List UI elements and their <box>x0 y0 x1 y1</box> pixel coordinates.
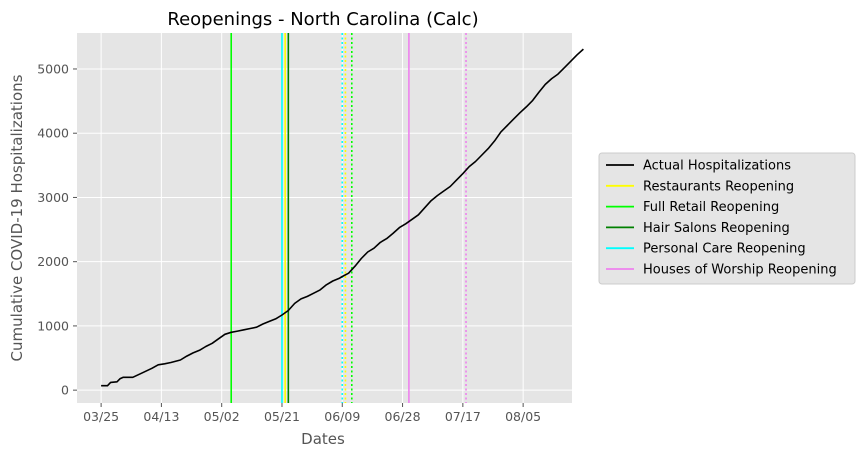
legend-label: Houses of Worship Reopening <box>643 263 837 278</box>
plot-area <box>77 33 572 403</box>
legend-label: Personal Care Reopening <box>643 242 806 257</box>
chart-title: Reopenings - North Carolina (Calc) <box>167 9 478 30</box>
y-tick-label: 4000 <box>37 126 69 141</box>
x-tick-label: 05/21 <box>264 409 300 424</box>
x-tick-label: 08/05 <box>505 409 541 424</box>
legend: Actual Hospitalizations Restaurants Reope… <box>598 152 856 285</box>
x-tick-label: 05/02 <box>204 409 240 424</box>
y-tick-label: 5000 <box>37 61 69 76</box>
x-axis-label: Dates <box>301 430 345 448</box>
x-tick-label: 06/09 <box>324 409 360 424</box>
x-tick-label: 03/25 <box>83 409 119 424</box>
x-tick-label: 04/13 <box>143 409 179 424</box>
reopening-lines <box>230 33 467 403</box>
series-lines <box>101 48 584 387</box>
y-tick-label: 3000 <box>37 190 69 205</box>
actual-hospitalizations-line <box>101 48 584 387</box>
x-tick-label: 06/28 <box>385 409 421 424</box>
y-tick-label: 0 <box>61 383 69 398</box>
y-tick-label: 1000 <box>37 318 69 333</box>
legend-label: Full Retail Reopening <box>643 200 779 215</box>
y-axis-ticks: 0 1000 2000 3000 4000 5000 <box>37 61 77 398</box>
legend-label: Hair Salons Reopening <box>643 221 790 236</box>
x-tick-label: 07/17 <box>445 409 481 424</box>
legend-label: Restaurants Reopening <box>643 179 794 194</box>
y-axis-label: Cumulative COVID-19 Hospitalizations <box>8 74 26 361</box>
y-tick-label: 2000 <box>37 254 69 269</box>
legend-label: Actual Hospitalizations <box>643 159 791 174</box>
x-axis-ticks: 03/25 04/13 05/02 05/21 06/09 06/28 07/17 08/05 <box>83 403 541 424</box>
legend-box <box>598 152 856 285</box>
